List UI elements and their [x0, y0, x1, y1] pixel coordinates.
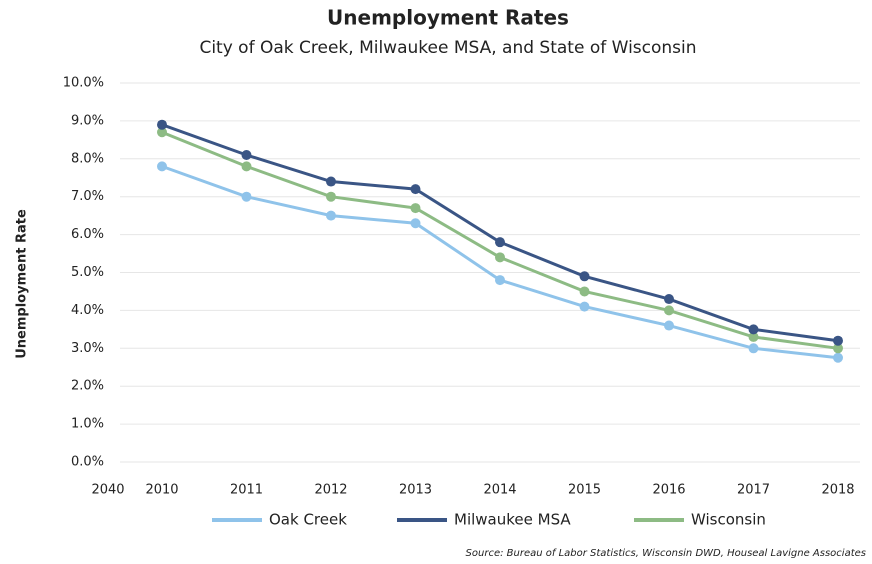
data-point: [748, 343, 759, 354]
x-tick-label: 2015: [568, 483, 601, 498]
x-tick-label: 2014: [483, 483, 516, 498]
chart-subtitle: City of Oak Creek, Milwaukee MSA, and St…: [199, 38, 696, 58]
data-point: [157, 127, 167, 138]
x-tick-label: 2017: [737, 483, 770, 498]
data-point: [833, 343, 843, 354]
data-point: [241, 161, 252, 172]
data-point: [579, 286, 590, 297]
legend-label: Oak Creek: [269, 511, 347, 529]
data-point: [664, 305, 674, 316]
data-point: [748, 331, 759, 342]
y-tick-label: 6.0%: [71, 227, 104, 242]
data-point: [241, 150, 252, 161]
y-tick-label: 8.0%: [71, 151, 104, 166]
legend-label: Wisconsin: [691, 511, 766, 529]
data-point: [748, 324, 759, 335]
data-point: [410, 203, 421, 214]
x-tick-label: 2016: [652, 483, 685, 498]
y-axis-label: Unemployment Rate: [15, 209, 30, 359]
data-point: [579, 271, 590, 282]
data-point: [326, 176, 336, 187]
data-point: [241, 191, 252, 202]
legend-label: Milwaukee MSA: [454, 511, 571, 529]
y-tick-label: 10.0%: [63, 76, 104, 91]
data-point: [326, 210, 336, 221]
x-tick-label: 2011: [230, 483, 263, 498]
x-tick-label: 2018: [821, 483, 854, 498]
data-point: [664, 294, 674, 305]
y-tick-label: 1.0%: [71, 417, 104, 432]
data-point: [833, 352, 843, 363]
y-tick-label: 7.0%: [71, 189, 104, 204]
data-point: [579, 301, 590, 312]
series-line: [161, 123, 839, 343]
data-point: [495, 275, 505, 286]
source-note: Source: Bureau of Labor Statistics, Wisc…: [466, 548, 866, 559]
chart-title: Unemployment Rates: [327, 6, 569, 30]
data-point: [157, 161, 167, 172]
data-point: [410, 184, 421, 195]
x-tick-label: 2013: [399, 483, 432, 498]
data-point: [326, 191, 336, 202]
y-tick-label: 4.0%: [71, 303, 104, 318]
x-tick-label: 2010: [145, 483, 178, 498]
data-point: [495, 252, 505, 263]
data-point: [495, 237, 505, 248]
data-point: [664, 320, 674, 331]
data-point: [410, 218, 421, 229]
y-tick-label: 9.0%: [71, 113, 104, 128]
x-tick-label: 2012: [314, 483, 347, 498]
annotation: 2040: [91, 483, 124, 498]
data-point: [157, 119, 167, 130]
y-tick-label: 0.0%: [71, 455, 104, 470]
y-tick-label: 3.0%: [71, 341, 104, 356]
y-tick-label: 2.0%: [71, 379, 104, 394]
data-point: [833, 335, 843, 346]
y-tick-label: 5.0%: [71, 265, 104, 280]
